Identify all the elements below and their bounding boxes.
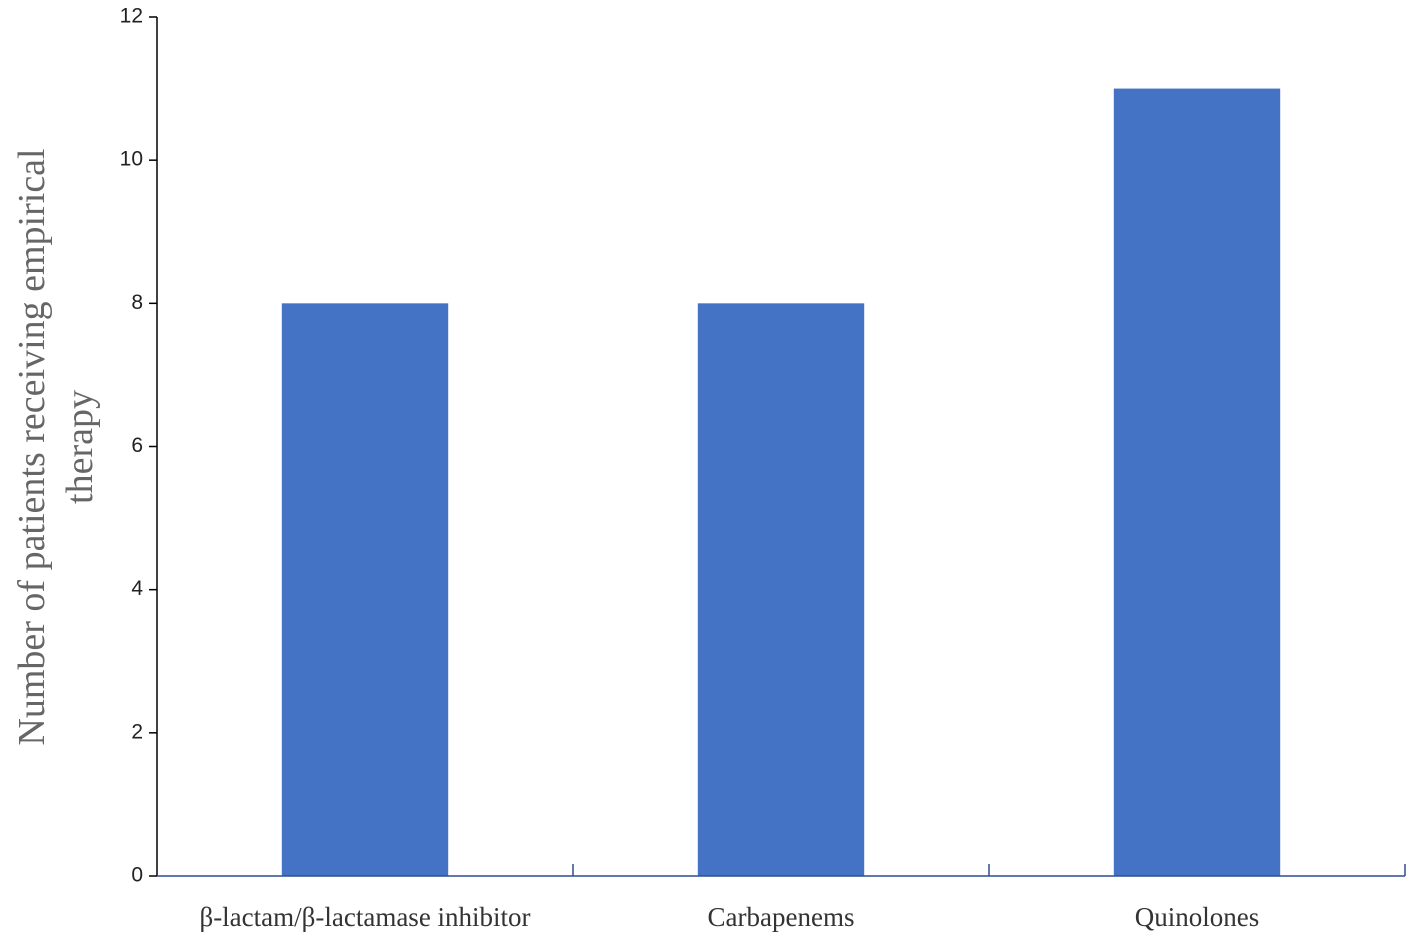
y-axis-title-line: therapy [59,390,101,504]
y-tick-label: 2 [131,720,143,743]
bar [1113,88,1281,877]
x-tick-label: β-lactam/β-lactamase inhibitor [199,902,530,932]
bar [697,303,865,876]
y-tick-label: 0 [131,864,143,887]
x-tick-label: Quinolones [1135,902,1260,932]
y-tick-label: 12 [120,5,143,28]
y-axis-title-line: Number of patients receiving empirical [11,148,53,745]
x-tick-label: Carbapenems [708,902,855,932]
y-tick-label: 6 [131,434,143,457]
y-tick-label: 8 [131,291,143,314]
y-axis-title: Number of patients receiving empirical t… [11,148,101,745]
y-tick-label: 4 [131,577,143,600]
bar [281,303,449,876]
y-tick-label: 10 [120,148,143,171]
